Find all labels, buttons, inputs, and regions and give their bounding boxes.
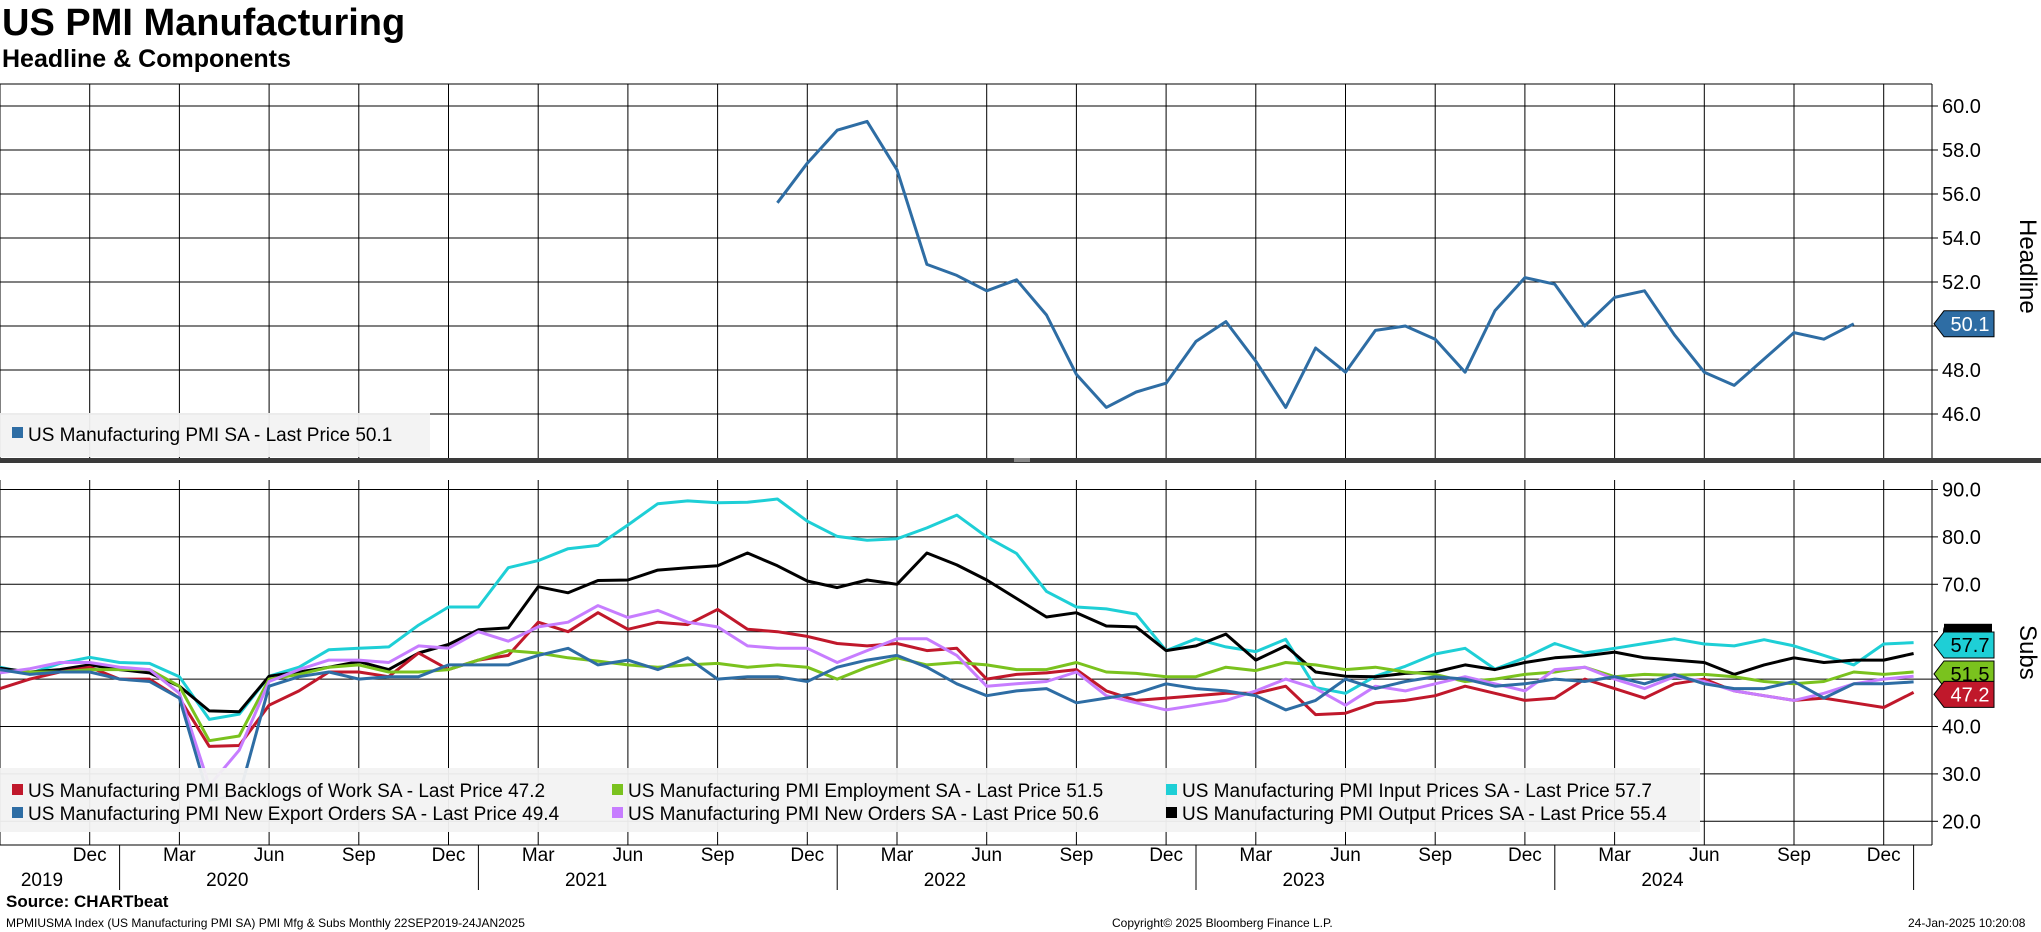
timestamp-footnote: 24-Jan-2025 10:20:08 <box>1908 916 2026 930</box>
y-tick-label-headline: 54.0 <box>1942 228 1981 250</box>
y-tick-label-subs: 90.0 <box>1942 479 1981 501</box>
tag-input-prices-text: 57.7 <box>1951 635 1990 657</box>
legend-swatch-headline <box>12 427 23 438</box>
tag-backlogs-text: 47.2 <box>1951 684 1990 706</box>
grid-layer <box>0 84 1932 845</box>
series-line-us-manufacturing-pmi-input-prices-sa <box>0 497 1914 721</box>
tag-employment: 51.5 <box>1933 660 1995 688</box>
x-tick-label: Sep <box>1059 845 1093 866</box>
legend-subs <box>0 768 1700 832</box>
tag-headline-bg <box>1933 310 1995 338</box>
y-tick-label-headline: 48.0 <box>1942 360 1981 382</box>
x-tick-label: Dec <box>432 845 466 866</box>
tag-headline-text: 50.1 <box>1951 314 1990 336</box>
chart-subtitle: Headline & Components <box>2 45 291 73</box>
legend-swatch <box>612 807 623 818</box>
legend-swatch <box>12 784 23 795</box>
y-tick-label-subs: 40.0 <box>1942 716 1981 738</box>
y-tick-label-subs: 80.0 <box>1942 527 1981 549</box>
x-year-label: 2022 <box>924 870 966 891</box>
y-tick-label-subs: 20.0 <box>1942 811 1981 833</box>
legend-label: US Manufacturing PMI Input Prices SA - L… <box>1182 781 1652 802</box>
x-tick-label: Dec <box>1867 845 1901 866</box>
x-tick-label: Dec <box>73 845 107 866</box>
tag-backlogs: 47.2 <box>1933 680 1995 708</box>
y-tick-label-headline: 60.0 <box>1942 96 1981 118</box>
x-year-label: 2023 <box>1283 870 1325 891</box>
x-tick-label: Sep <box>342 845 376 866</box>
x-tick-label: Mar <box>1598 845 1631 866</box>
x-year-label: 2019 <box>21 870 63 891</box>
y-axis-title-subs: Subs <box>2014 625 2041 680</box>
tag-employment-text: 51.5 <box>1951 664 1990 686</box>
legend-label: US Manufacturing PMI New Orders SA - Las… <box>628 804 1099 825</box>
legend-headline <box>0 413 430 457</box>
x-tick-label: Jun <box>613 845 644 866</box>
x-tick-label: Jun <box>1330 845 1361 866</box>
x-tick-label: Mar <box>163 845 196 866</box>
legend-label: US Manufacturing PMI New Export Orders S… <box>28 804 560 825</box>
y-axis-title-headline: Headline <box>2014 219 2041 314</box>
legend-swatch <box>1166 807 1177 818</box>
x-tick-label: Dec <box>790 845 824 866</box>
tag-input-prices: 57.7 <box>1933 631 1995 659</box>
tag-backlogs-bg <box>1933 680 1995 708</box>
series-line-us-manufacturing-pmi-output-prices-sa <box>0 551 1914 714</box>
tag-input-prices-bg <box>1933 631 1995 659</box>
legend-swatch <box>612 784 623 795</box>
x-tick-label: Jun <box>1689 845 1720 866</box>
ticker-footnote: MPMIUSMA Index (US Manufacturing PMI SA)… <box>6 916 525 930</box>
y-tick-label-headline: 52.0 <box>1942 272 1981 294</box>
series-line-us-manufacturing-pmi-new-orders-sa <box>0 604 1914 788</box>
x-tick-label: Sep <box>1777 845 1811 866</box>
x-tick-label: Sep <box>701 845 735 866</box>
x-tick-label: Mar <box>1239 845 1272 866</box>
legend-swatch <box>12 807 23 818</box>
legend-layer: US Manufacturing PMI SA - Last Price 50.… <box>0 413 1700 832</box>
series-line-us-manufacturing-pmi-backlogs-of-work-sa <box>0 607 1915 748</box>
axis-layer: Dec Mar Jun Sep Dec Mar Jun Sep Dec Mar Jun Sep Dec M… <box>0 83 2041 891</box>
legend-swatch <box>1166 784 1177 795</box>
legend-label: US Manufacturing PMI Output Prices SA - … <box>1182 804 1667 825</box>
x-year-label: 2020 <box>206 870 248 891</box>
legend-label-headline: US Manufacturing PMI SA - Last Price 50.… <box>28 425 392 446</box>
y-tick-label-headline: 56.0 <box>1942 184 1981 206</box>
source-note: Source: CHARTbeat <box>6 892 169 911</box>
x-tick-label: Dec <box>1508 845 1542 866</box>
x-tick-label: Sep <box>1418 845 1452 866</box>
series-layer <box>0 119 1915 802</box>
y-tick-label-subs: 70.0 <box>1942 574 1981 596</box>
x-year-label: 2024 <box>1641 870 1684 891</box>
x-year-label: 2021 <box>565 870 607 891</box>
x-tick-label: Jun <box>254 845 285 866</box>
x-tick-label: Mar <box>522 845 555 866</box>
x-tick-label: Mar <box>881 845 914 866</box>
series-line-us-manufacturing-pmi-new-export-orders-sa <box>0 646 1914 802</box>
divider-handle <box>1014 458 1030 462</box>
series-line-headline <box>776 119 1855 409</box>
chart-title: US PMI Manufacturing <box>2 2 406 44</box>
legend-label: US Manufacturing PMI Backlogs of Work SA… <box>28 781 545 802</box>
legend-label: US Manufacturing PMI Employment SA - Las… <box>628 781 1103 802</box>
x-tick-label: Jun <box>971 845 1002 866</box>
y-tick-label-headline: 58.0 <box>1942 140 1981 162</box>
y-tick-label-subs: 30.0 <box>1942 764 1981 786</box>
tag-headline: 50.1 <box>1933 310 1995 338</box>
x-tick-label: Dec <box>1149 845 1183 866</box>
y-tick-label-headline: 46.0 <box>1942 404 1981 426</box>
copyright-footnote: Copyright© 2025 Bloomberg Finance L.P. <box>1112 916 1333 930</box>
